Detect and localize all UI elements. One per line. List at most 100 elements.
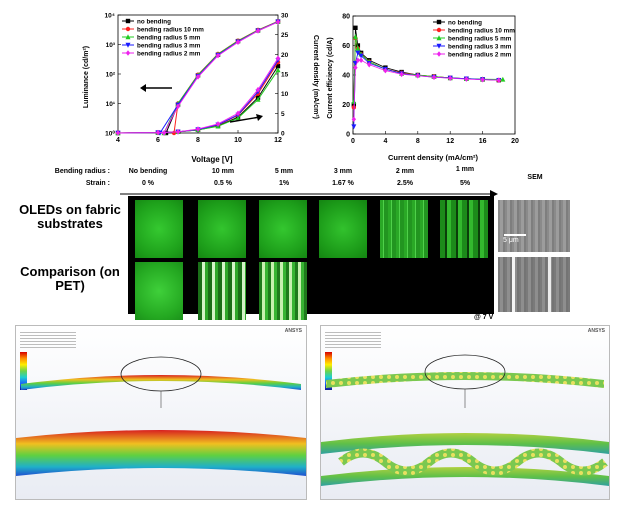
oled-pet-10mm xyxy=(198,262,246,320)
chart1-legend-marker-4 xyxy=(125,50,131,56)
chart2-point-4-6 xyxy=(399,71,404,78)
scale-bar-label: 5 μm xyxy=(503,237,519,244)
chart2-point-4-11 xyxy=(480,76,485,83)
chart2-ytick-label-3: 60 xyxy=(342,43,350,50)
chart2-point-2-2 xyxy=(355,45,361,51)
chart1-xlabel: Voltage [V] xyxy=(191,155,233,164)
chart1-ytick-label-4: 10⁴ xyxy=(105,13,115,20)
chart1-luminance-point-4-3 xyxy=(215,52,221,59)
chart2-legend-marker-1 xyxy=(436,27,442,33)
chart1-current-point-4-2 xyxy=(175,129,181,135)
chart1-legend-marker-0 xyxy=(125,18,131,24)
chart1-current-point-4-4 xyxy=(215,121,221,127)
chart1-y2tick-label-4: 20 xyxy=(281,52,289,59)
oled-fabric-2mm xyxy=(380,200,428,258)
col-radius-3: 3 mm xyxy=(333,168,353,175)
chart1-y2tick-label-5: 25 xyxy=(281,32,289,39)
photo-panel xyxy=(128,196,494,314)
chart1-left-axis-arrowhead xyxy=(140,84,146,92)
col-radius-0: No bending xyxy=(128,168,168,175)
col-radius-5: 1 mm xyxy=(455,166,475,173)
color-scale-right xyxy=(325,352,332,390)
chart2-point-4-7 xyxy=(415,72,420,79)
chart2-line-3 xyxy=(353,52,499,127)
col-strain-3: 1.67 % xyxy=(332,180,354,187)
bent-film-left-shape xyxy=(21,375,301,390)
chart1-legend-label-4: bending radius 2 mm xyxy=(137,51,201,58)
oled-pet-5mm xyxy=(259,262,307,320)
oled-fabric-no-bending xyxy=(135,200,183,258)
sem-label: SEM xyxy=(527,174,543,181)
chart2-legend-label-1: bending radius 10 mm xyxy=(448,28,515,35)
chart2-xtick-label-1: 4 xyxy=(383,138,387,145)
chart2-ytick-label-1: 20 xyxy=(342,102,350,109)
chart2-xtick-label-0: 0 xyxy=(351,138,355,145)
ansys-logo-left: ANSYS xyxy=(284,328,302,334)
chart2-point-2-0 xyxy=(351,98,357,104)
col-radius-1: 10 mm xyxy=(211,168,235,175)
chart1-legend-marker-3 xyxy=(125,42,131,48)
chart2-ytick-label-4: 80 xyxy=(342,14,350,21)
chart2-point-3-2 xyxy=(355,50,361,56)
chart1-current-point-2-5 xyxy=(235,115,241,121)
scale-bar xyxy=(504,234,526,236)
chart1-current-point-4-0 xyxy=(115,130,121,136)
chart1-luminance-point-4-4 xyxy=(235,39,241,45)
color-scale-left xyxy=(20,352,27,390)
bent-film-left xyxy=(16,356,306,476)
chart2-point-4-9 xyxy=(448,75,453,82)
luminance-current-chart: 4 6 8 10 12 10⁰ 10¹ 10² 10³ 10⁴ 0 5 10 15 20 25 30 no be… xyxy=(83,13,319,165)
chart1-y2label: Current density (mA/cm²) xyxy=(312,35,319,119)
chart1-legend-marker-2 xyxy=(125,34,131,40)
chart2-legend-marker-4 xyxy=(436,51,442,57)
ansys-sim-right: ANSYS xyxy=(320,325,610,500)
col-strain-0: 0 % xyxy=(141,180,155,187)
chart2-point-0-2 xyxy=(355,43,361,48)
chart2-xtick-label-4: 16 xyxy=(479,138,487,145)
bent-film-right xyxy=(321,354,609,486)
chart2-legend-label-3: bending radius 3 mm xyxy=(448,44,512,51)
oled-fabric-3mm xyxy=(319,200,367,258)
chart1-legend-marker-1 xyxy=(125,26,131,32)
chart1-luminance-point-4-6 xyxy=(275,19,281,25)
chart2-point-4-4 xyxy=(367,61,372,68)
chart2-point-4-1 xyxy=(353,64,358,71)
oled-fabric-5mm xyxy=(259,200,307,258)
oled-fabric-10mm xyxy=(198,200,246,258)
ansys-logo-right: ANSYS xyxy=(587,328,605,334)
col-strain-2: 1% xyxy=(278,180,290,187)
chart2-xlabel: Current density (mA/cm²) xyxy=(388,153,479,162)
oled-pet-no-bending xyxy=(135,262,183,320)
chart2-legend-marker-0 xyxy=(436,19,442,25)
chart2-point-4-2 xyxy=(355,57,361,64)
chart2-xtick-label-5: 20 xyxy=(511,138,519,145)
row-label-pet: Comparison (on PET) xyxy=(20,264,120,293)
chart1-legend-label-0: no bending xyxy=(137,19,171,26)
ansys-sim-left: ANSYS xyxy=(15,325,307,500)
chart2-legend-label-0: no bending xyxy=(448,20,482,27)
col-strain-1: 0.5 % xyxy=(214,180,232,187)
chart1-xtick-label-3: 10 xyxy=(234,137,242,144)
chart1-current-line-3 xyxy=(117,59,279,134)
chart1-current-point-2-6 xyxy=(255,96,261,102)
chart2-point-4-0 xyxy=(351,116,357,123)
chart1-y2tick-label-2: 10 xyxy=(281,91,289,98)
chart1-y2tick-label-0: 0 xyxy=(281,131,285,138)
chart1-y2tick-label-3: 15 xyxy=(281,72,289,79)
chart2-point-4-10 xyxy=(464,76,469,82)
chart2-xtick-label-3: 12 xyxy=(446,138,454,145)
sem-crack-2 xyxy=(548,257,551,312)
chart2-line-4 xyxy=(353,59,499,120)
sem-image-pet xyxy=(498,257,570,312)
ansys-info-lines-left xyxy=(20,332,76,348)
col-strain-4: 2.5% xyxy=(397,180,413,187)
chart2-point-3-1 xyxy=(352,61,358,66)
chart1-y2tick-label-1: 5 xyxy=(281,111,285,118)
chart1-current-point-4-5 xyxy=(235,110,241,117)
chart2-point-0-1 xyxy=(353,25,358,30)
chart1-ylabel: Luminance (cd/m²) xyxy=(83,46,90,108)
chart2-ylabel: Current efficiency (cd/A) xyxy=(327,37,334,118)
col-radius-2: 5 mm xyxy=(274,168,294,175)
chart2-point-4-3 xyxy=(358,57,364,64)
zoom-ellipse-left xyxy=(120,356,202,392)
